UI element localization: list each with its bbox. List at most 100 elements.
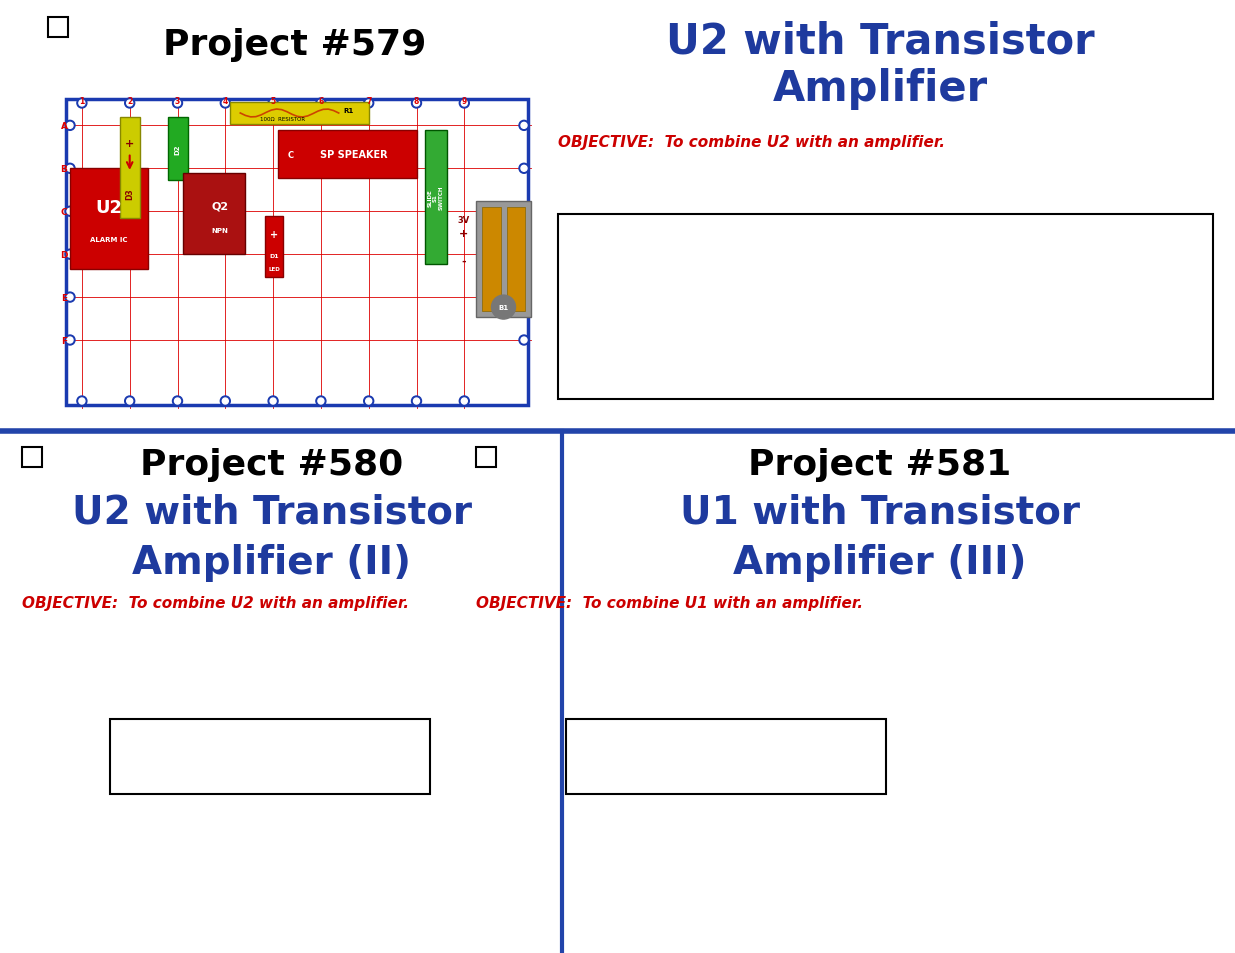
Circle shape	[521, 166, 527, 172]
Text: SLIDE
S1
SWITCH: SLIDE S1 SWITCH	[427, 186, 443, 211]
Circle shape	[366, 101, 372, 107]
Circle shape	[67, 166, 73, 172]
Text: SP SPEAKER: SP SPEAKER	[320, 151, 388, 160]
Text: 1: 1	[79, 97, 84, 106]
Text: Project #580: Project #580	[141, 448, 404, 481]
Text: D1: D1	[269, 254, 279, 259]
Bar	[475, 448, 496, 468]
Circle shape	[65, 121, 75, 132]
Circle shape	[519, 164, 529, 174]
Circle shape	[220, 396, 230, 407]
Bar	[48, 18, 68, 38]
Text: NPN: NPN	[211, 228, 228, 233]
Text: 6: 6	[319, 97, 324, 106]
Circle shape	[492, 295, 515, 320]
Circle shape	[174, 101, 180, 107]
Circle shape	[317, 398, 324, 405]
Circle shape	[268, 99, 278, 109]
Text: D: D	[61, 251, 68, 259]
Circle shape	[67, 337, 73, 344]
Bar	[110, 720, 430, 794]
Text: +: +	[270, 231, 278, 240]
Bar	[506, 208, 525, 312]
Circle shape	[65, 250, 75, 260]
Circle shape	[462, 398, 467, 405]
Circle shape	[519, 250, 529, 260]
Text: +: +	[459, 229, 468, 239]
Circle shape	[222, 101, 228, 107]
Bar	[65, 100, 529, 406]
Circle shape	[414, 101, 420, 107]
Circle shape	[521, 123, 527, 130]
Text: 2: 2	[127, 97, 132, 106]
Circle shape	[77, 396, 86, 407]
Circle shape	[414, 398, 420, 405]
Circle shape	[79, 101, 85, 107]
Text: A: A	[61, 122, 68, 131]
Text: OBJECTIVE:  To combine U1 with an amplifier.: OBJECTIVE: To combine U1 with an amplifi…	[475, 596, 863, 610]
Bar	[558, 214, 1213, 399]
Bar	[22, 448, 42, 468]
Bar	[482, 208, 500, 312]
Circle shape	[67, 123, 73, 130]
Text: D2: D2	[174, 145, 180, 155]
Circle shape	[65, 335, 75, 346]
Bar	[278, 132, 416, 179]
Circle shape	[67, 252, 73, 258]
Text: C: C	[61, 208, 68, 216]
Bar	[566, 720, 885, 794]
Circle shape	[125, 99, 135, 109]
Circle shape	[462, 101, 467, 107]
Text: B1: B1	[499, 305, 509, 311]
Text: E: E	[61, 294, 67, 302]
Text: U2 with Transistor: U2 with Transistor	[666, 20, 1094, 62]
Circle shape	[67, 209, 73, 215]
Text: 4: 4	[222, 97, 228, 106]
Circle shape	[459, 99, 469, 109]
Circle shape	[411, 99, 421, 109]
Circle shape	[67, 294, 73, 301]
Bar	[230, 103, 369, 125]
Text: Project #579: Project #579	[163, 28, 426, 62]
Circle shape	[521, 209, 527, 215]
Circle shape	[268, 396, 278, 407]
Bar	[58, 91, 536, 414]
Text: F: F	[61, 336, 67, 345]
Text: D3: D3	[125, 188, 135, 199]
Text: 7: 7	[366, 97, 372, 106]
Circle shape	[270, 101, 277, 107]
Circle shape	[125, 396, 135, 407]
Text: R1: R1	[343, 108, 353, 113]
Text: U2 with Transistor: U2 with Transistor	[72, 494, 472, 532]
Circle shape	[77, 99, 86, 109]
Circle shape	[270, 398, 277, 405]
Text: 100Ω  RESISTOR: 100Ω RESISTOR	[261, 117, 305, 122]
Text: LED: LED	[268, 266, 280, 272]
Bar	[120, 118, 140, 219]
Circle shape	[127, 398, 132, 405]
Circle shape	[363, 396, 374, 407]
Text: U2: U2	[95, 198, 122, 216]
Circle shape	[65, 293, 75, 303]
Bar	[425, 132, 447, 265]
Circle shape	[521, 252, 527, 258]
Text: 5: 5	[270, 97, 275, 106]
Bar	[183, 174, 246, 254]
Text: C: C	[288, 151, 294, 160]
Circle shape	[316, 99, 326, 109]
Text: OBJECTIVE:  To combine U2 with an amplifier.: OBJECTIVE: To combine U2 with an amplifi…	[22, 596, 409, 610]
Text: -: -	[462, 257, 467, 267]
Circle shape	[316, 396, 326, 407]
Bar	[475, 202, 531, 317]
Text: OBJECTIVE:  To combine U2 with an amplifier.: OBJECTIVE: To combine U2 with an amplifi…	[558, 135, 945, 150]
Text: Project #581: Project #581	[748, 448, 1011, 481]
Text: Amplifier (III): Amplifier (III)	[734, 543, 1026, 581]
Circle shape	[366, 398, 372, 405]
Text: 8: 8	[414, 97, 419, 106]
Text: Q2: Q2	[211, 201, 228, 212]
Text: 9: 9	[462, 97, 467, 106]
Circle shape	[79, 398, 85, 405]
Text: 3: 3	[175, 97, 180, 106]
Circle shape	[174, 398, 180, 405]
Circle shape	[411, 396, 421, 407]
